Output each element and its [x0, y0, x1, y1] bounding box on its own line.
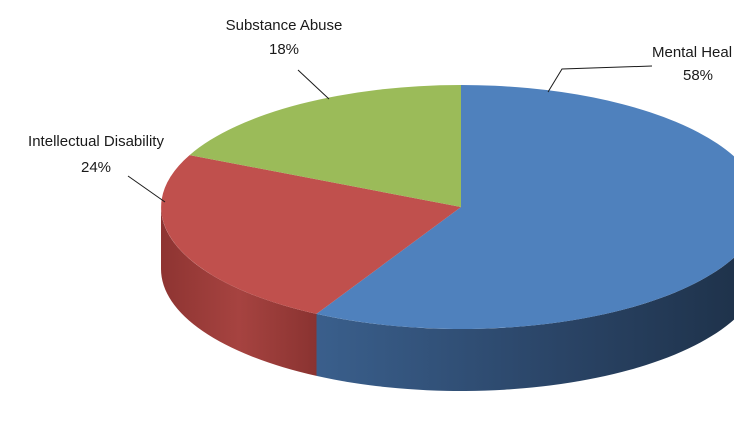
slice-name-label: Mental Heal — [652, 44, 732, 61]
slice-percent-label: 58% — [683, 67, 713, 84]
slice-labels: Mental Heal 58% Intellectual Disability 24%… — [28, 17, 732, 176]
slice-name-label: Substance Abuse — [226, 17, 343, 34]
leader-line-mental-health — [547, 65, 653, 93]
leader-lines — [127, 65, 653, 203]
leader-line-intellectual-disability — [127, 175, 166, 203]
slice-percent-label: 18% — [269, 41, 299, 58]
slice-name-label: Intellectual Disability — [28, 133, 164, 150]
pie-sides — [161, 207, 734, 391]
slice-percent-label: 24% — [81, 159, 111, 176]
slice-intellectual-disability — [161, 155, 461, 314]
pie-tops — [161, 85, 734, 329]
leader-line-substance-abuse — [297, 69, 330, 100]
slice-side-mental-health — [316, 257, 734, 391]
slice-substance-abuse — [189, 85, 461, 207]
slice-mental-health — [316, 85, 734, 329]
slice-side-intellectual-disability — [161, 207, 317, 376]
